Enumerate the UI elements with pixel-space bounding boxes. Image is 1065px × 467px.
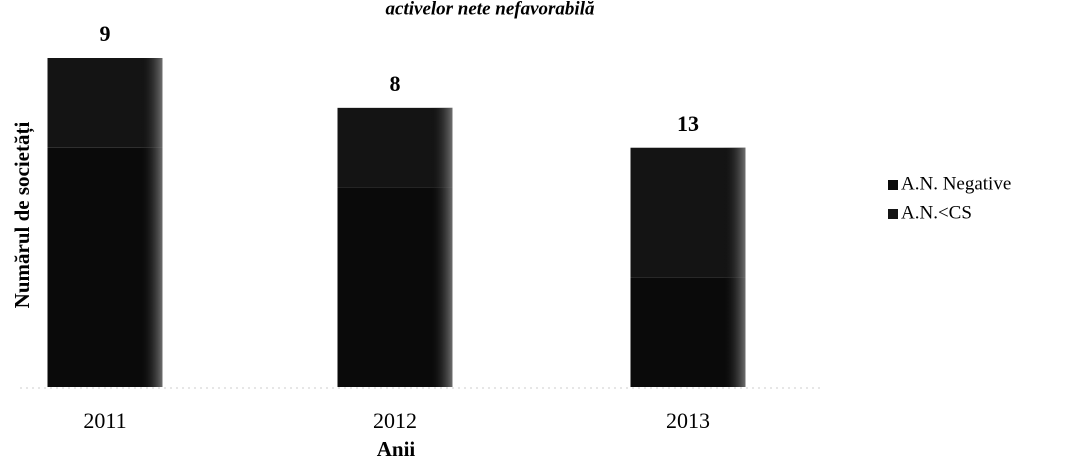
data-label: 13 [677, 111, 699, 136]
legend-label: A.N.<CS [901, 202, 972, 223]
y-axis-label: Numărul de societăți [10, 122, 35, 309]
legend-swatch [888, 209, 898, 219]
bar-edge [630, 147, 746, 387]
legend-label: A.N. Negative [901, 173, 1011, 194]
bar-edge [47, 58, 163, 387]
legend-swatch [888, 180, 898, 190]
data-label: 9 [100, 21, 111, 46]
x-tick-label: 2013 [666, 408, 710, 433]
bar-edge [337, 107, 453, 388]
chart-title: activelor nete nefavorabilă [386, 0, 595, 19]
x-tick-label: 2011 [83, 408, 126, 433]
data-label: 8 [390, 71, 401, 96]
x-axis-label: Anii [377, 437, 416, 461]
x-tick-label: 2012 [373, 408, 417, 433]
